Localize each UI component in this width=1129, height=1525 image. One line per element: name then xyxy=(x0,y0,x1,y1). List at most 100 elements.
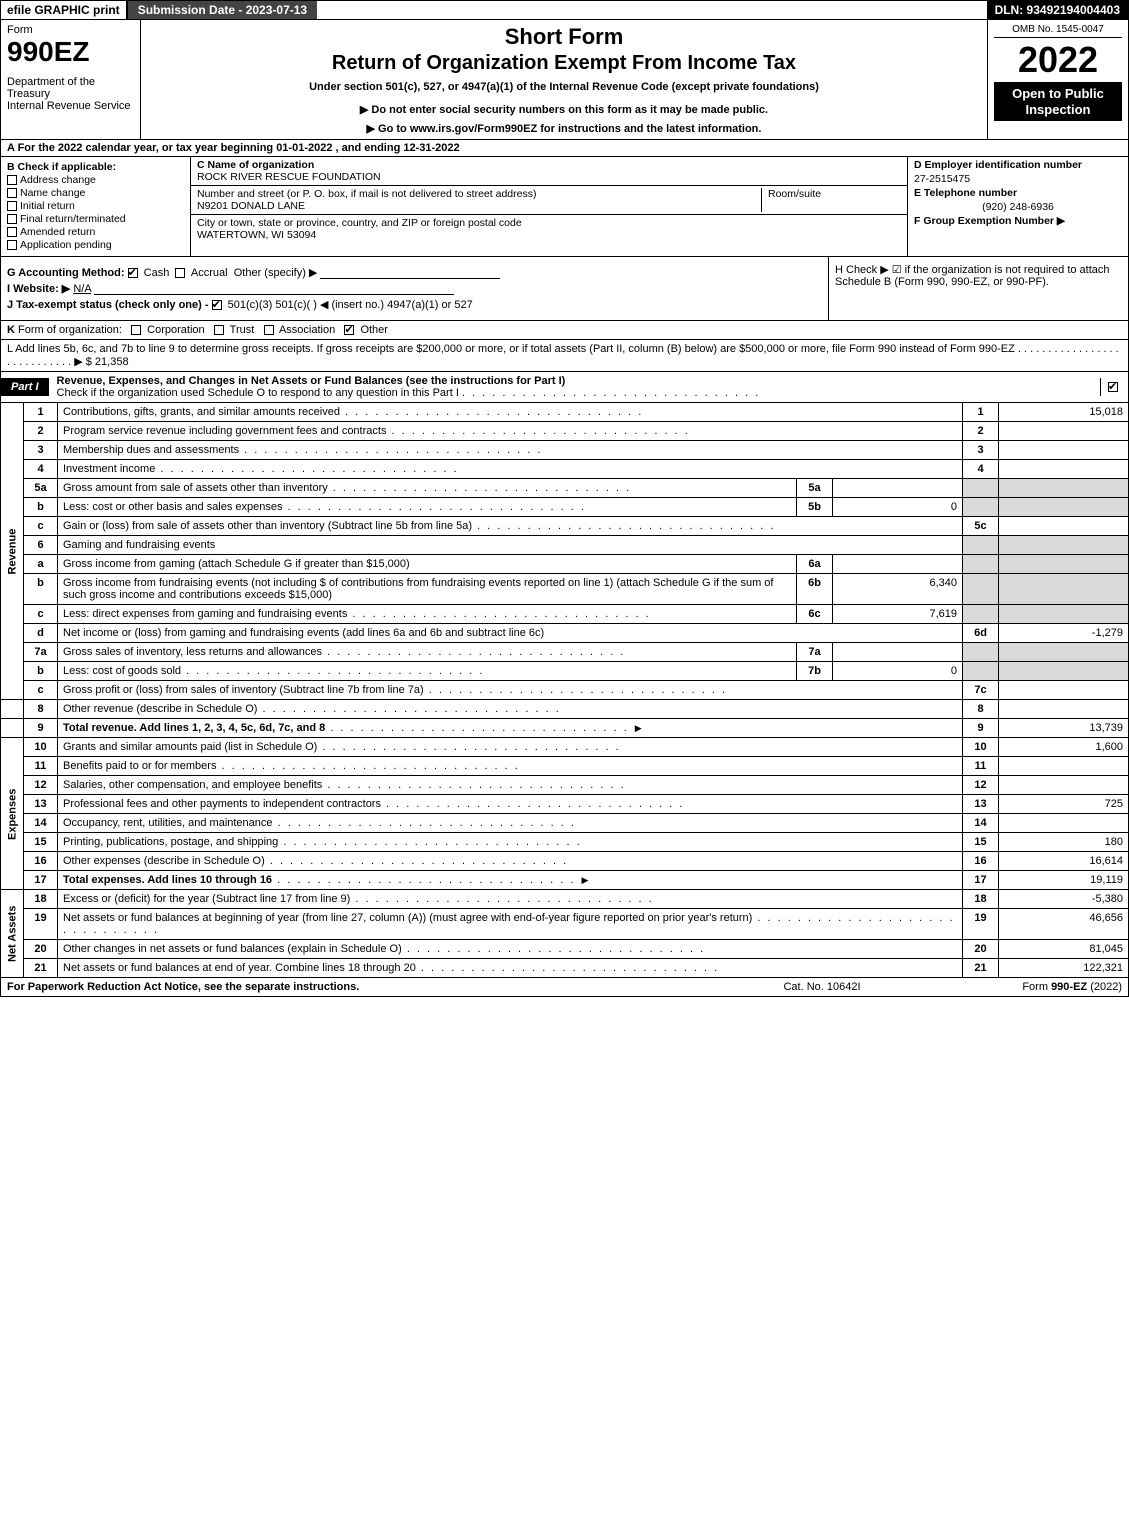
col-org-info: C Name of organization ROCK RIVER RESCUE… xyxy=(191,157,908,256)
city-label: City or town, state or province, country… xyxy=(197,217,522,229)
line-9: 9 Total revenue. Add lines 1, 2, 3, 4, 5… xyxy=(1,719,1129,738)
gh-left: G Accounting Method: Cash Accrual Other … xyxy=(1,257,828,320)
chk-association[interactable] xyxy=(264,325,274,335)
line-5b: b Less: cost or other basis and sales ex… xyxy=(1,498,1129,517)
chk-initial-return[interactable]: Initial return xyxy=(7,200,184,212)
other-specify-line xyxy=(320,267,500,279)
f-label: F Group Exemption Number ▶ xyxy=(914,215,1065,227)
footer-left: For Paperwork Reduction Act Notice, see … xyxy=(7,981,722,993)
cell-street: Number and street (or P. O. box, if mail… xyxy=(191,186,907,215)
cell-city: City or town, state or province, country… xyxy=(191,215,907,243)
chk-amended-return[interactable]: Amended return xyxy=(7,226,184,238)
org-name: ROCK RIVER RESCUE FOUNDATION xyxy=(197,171,381,183)
line-20: 20 Other changes in net assets or fund b… xyxy=(1,940,1129,959)
footer-mid: Cat. No. 10642I xyxy=(722,981,922,993)
title-return: Return of Organization Exempt From Incom… xyxy=(149,52,979,75)
chk-name-change[interactable]: Name change xyxy=(7,187,184,199)
chk-accrual[interactable] xyxy=(175,268,185,278)
line-5c: c Gain or (loss) from sale of assets oth… xyxy=(1,517,1129,536)
line-1: Revenue 1 Contributions, gifts, grants, … xyxy=(1,403,1129,422)
chk-address-change[interactable]: Address change xyxy=(7,174,184,186)
city-value: WATERTOWN, WI 53094 xyxy=(197,229,522,241)
website-value: N/A xyxy=(73,283,91,295)
ein-value: 27-2515475 xyxy=(914,173,1122,185)
line-19: 19 Net assets or fund balances at beginn… xyxy=(1,909,1129,940)
line-5a: 5a Gross amount from sale of assets othe… xyxy=(1,479,1129,498)
row-a-tax-year: A For the 2022 calendar year, or tax yea… xyxy=(0,140,1129,157)
line-11: 11 Benefits paid to or for members 11 xyxy=(1,757,1129,776)
chk-trust[interactable] xyxy=(214,325,224,335)
phone-value: (920) 248-6936 xyxy=(914,201,1122,213)
header-left: Form 990EZ Department of the Treasury In… xyxy=(1,20,141,139)
title-short-form: Short Form xyxy=(149,24,979,50)
form-header: Form 990EZ Department of the Treasury In… xyxy=(0,20,1129,140)
open-to-public: Open to Public Inspection xyxy=(994,82,1122,121)
dln-label: DLN: 93492194004403 xyxy=(987,1,1128,19)
line-15: 15 Printing, publications, postage, and … xyxy=(1,833,1129,852)
chk-cash[interactable] xyxy=(128,268,138,278)
topbar-spacer xyxy=(317,1,986,19)
line-16: 16 Other expenses (describe in Schedule … xyxy=(1,852,1129,871)
line-6a: a Gross income from gaming (attach Sched… xyxy=(1,555,1129,574)
col-d-e-f: D Employer identification number 27-2515… xyxy=(908,157,1128,256)
g-accounting: G Accounting Method: Cash Accrual Other … xyxy=(7,266,822,279)
chk-corporation[interactable] xyxy=(131,325,141,335)
line-2: 2 Program service revenue including gove… xyxy=(1,422,1129,441)
cell-org-name: C Name of organization ROCK RIVER RESCUE… xyxy=(191,157,907,186)
i-website: I Website: ▶ N/A xyxy=(7,282,822,295)
b-label: B Check if applicable: xyxy=(7,161,184,173)
d-label: D Employer identification number xyxy=(914,159,1082,171)
chk-other-org[interactable] xyxy=(344,325,354,335)
col-b-checkboxes: B Check if applicable: Address change Na… xyxy=(1,157,191,256)
part-i-header: Part I Revenue, Expenses, and Changes in… xyxy=(0,372,1129,403)
subtitle: Under section 501(c), 527, or 4947(a)(1)… xyxy=(149,81,979,93)
side-net-assets: Net Assets xyxy=(1,890,24,978)
row-l: L Add lines 5b, 6c, and 7b to line 9 to … xyxy=(0,340,1129,372)
line-12: 12 Salaries, other compensation, and emp… xyxy=(1,776,1129,795)
room-suite-label: Room/suite xyxy=(761,188,901,212)
e-label: E Telephone number xyxy=(914,187,1017,199)
side-expenses: Expenses xyxy=(1,738,24,890)
street-value: N9201 DONALD LANE xyxy=(197,200,761,212)
side-revenue: Revenue xyxy=(1,403,24,700)
line-6b: b Gross income from fundraising events (… xyxy=(1,574,1129,605)
form-number: 990EZ xyxy=(7,36,134,68)
line-17: 17 Total expenses. Add lines 10 through … xyxy=(1,871,1129,890)
part-i-title: Revenue, Expenses, and Changes in Net As… xyxy=(49,372,1100,402)
dept-label: Department of the Treasury Internal Reve… xyxy=(7,76,134,112)
tax-year: 2022 xyxy=(994,42,1122,78)
submission-date: Submission Date - 2023-07-13 xyxy=(126,1,317,19)
part-i-tag: Part I xyxy=(1,378,49,396)
note-ssn: ▶ Do not enter social security numbers o… xyxy=(149,103,979,116)
line-21: 21 Net assets or fund balances at end of… xyxy=(1,959,1129,978)
line-6d: d Net income or (loss) from gaming and f… xyxy=(1,624,1129,643)
j-tax-exempt: J Tax-exempt status (check only one) - 5… xyxy=(7,298,822,311)
line-6: 6 Gaming and fundraising events xyxy=(1,536,1129,555)
row-k: K Form of organization: Corporation Trus… xyxy=(0,321,1129,340)
c-label: C Name of organization xyxy=(197,159,377,171)
street-label: Number and street (or P. O. box, if mail… xyxy=(197,188,761,200)
line-7b: b Less: cost of goods sold 7b 0 xyxy=(1,662,1129,681)
part-i-check[interactable] xyxy=(1100,378,1128,396)
line-3: 3 Membership dues and assessments 3 xyxy=(1,441,1129,460)
line-13: 13 Professional fees and other payments … xyxy=(1,795,1129,814)
form-word: Form xyxy=(7,24,134,36)
top-bar: efile GRAPHIC print Submission Date - 20… xyxy=(0,0,1129,20)
line-7c: c Gross profit or (loss) from sales of i… xyxy=(1,681,1129,700)
line-6c: c Less: direct expenses from gaming and … xyxy=(1,605,1129,624)
header-right: OMB No. 1545-0047 2022 Open to Public In… xyxy=(988,20,1128,139)
line-14: 14 Occupancy, rent, utilities, and maint… xyxy=(1,814,1129,833)
line-4: 4 Investment income 4 xyxy=(1,460,1129,479)
section-g-to-j: G Accounting Method: Cash Accrual Other … xyxy=(0,257,1129,321)
chk-final-return[interactable]: Final return/terminated xyxy=(7,213,184,225)
note-link: ▶ Go to www.irs.gov/Form990EZ for instru… xyxy=(149,122,979,135)
footer-right: Form 990-EZ (2022) xyxy=(922,981,1122,993)
omb-number: OMB No. 1545-0047 xyxy=(994,24,1122,38)
arrow-icon xyxy=(579,874,592,886)
line-7a: 7a Gross sales of inventory, less return… xyxy=(1,643,1129,662)
header-center: Short Form Return of Organization Exempt… xyxy=(141,20,988,139)
arrow-icon xyxy=(632,722,645,734)
chk-501c3[interactable] xyxy=(212,300,222,310)
page-footer: For Paperwork Reduction Act Notice, see … xyxy=(0,978,1129,997)
chk-application-pending[interactable]: Application pending xyxy=(7,239,184,251)
